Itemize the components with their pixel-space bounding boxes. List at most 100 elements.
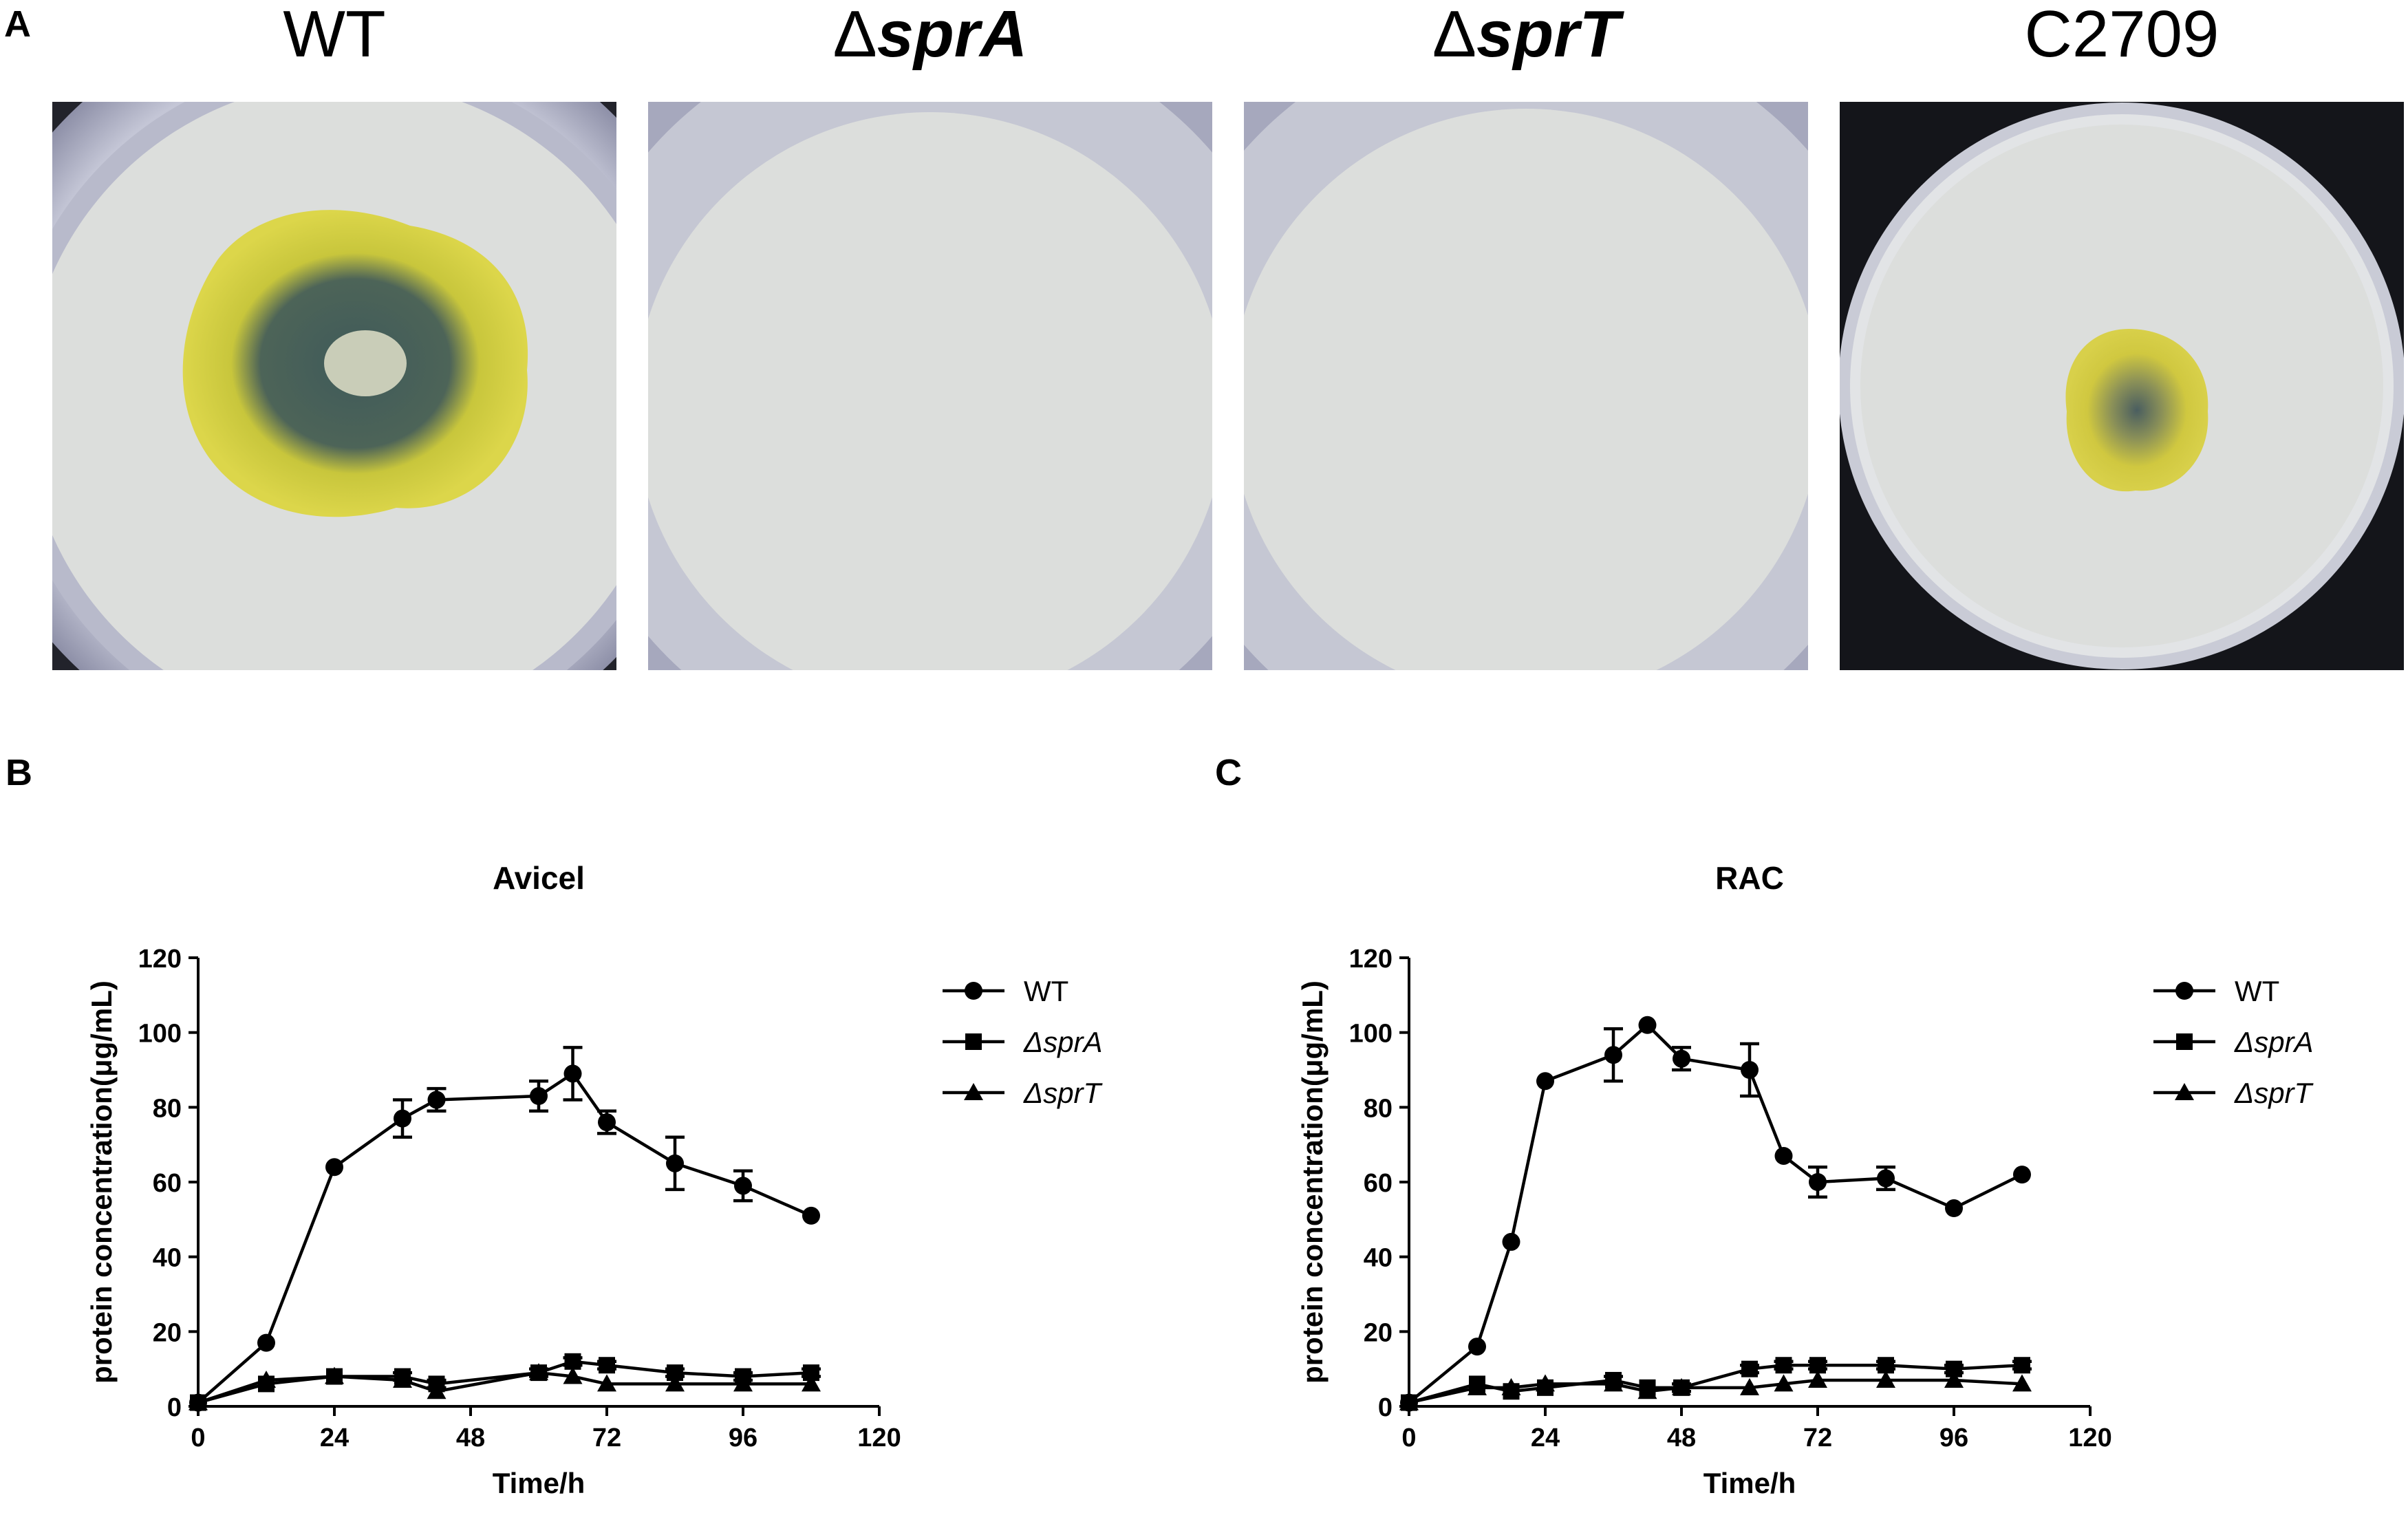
x-tick-label: 0 [191, 1424, 205, 1452]
legend: WT ΔsprA ΔsprT [943, 975, 1104, 1109]
data-point-wt [325, 1158, 343, 1177]
data-point-wt [1877, 1169, 1895, 1188]
data-point-sprt [597, 1374, 616, 1392]
x-axis-label: Time/h [1703, 1467, 1796, 1499]
data-point-wt [802, 1206, 820, 1225]
data-point-wt [530, 1087, 548, 1106]
legend-delta: Δ [1023, 1077, 1043, 1109]
legend-marker [964, 1083, 983, 1100]
data-point-sprt [325, 1366, 344, 1384]
y-tick-label: 0 [1378, 1393, 1393, 1422]
y-axis-label: protein concentration(μg/mL) [85, 980, 118, 1384]
series-sprt [1399, 1370, 2032, 1410]
delta-symbol: Δ [832, 0, 877, 71]
plate-wt [52, 102, 616, 670]
legend-text: sprA [2254, 1026, 2313, 1058]
data-point-spra [1775, 1357, 1792, 1374]
data-point-wt [563, 1064, 582, 1083]
series-line-spra [1408, 1363, 2023, 1404]
series-sprt [189, 1363, 821, 1410]
legend-label: WT [1024, 975, 1068, 1007]
y-tick-label: 40 [1364, 1244, 1393, 1273]
legend-text: sprT [2254, 1077, 2314, 1109]
y-tick-label: 60 [1364, 1169, 1393, 1198]
legend-label: ΔsprT [1023, 1077, 1104, 1109]
x-tick-label: 120 [2068, 1424, 2111, 1452]
data-point-sprt [802, 1374, 821, 1392]
series-line-wt [197, 1071, 812, 1404]
panel-letter-b: B [6, 752, 32, 793]
chart-rac: RAC 0 20 40 60 80 100 120 0 24 48 72 96 120 Time/h prot… [1238, 846, 2408, 1513]
plate-title-text: WT [283, 0, 386, 71]
legend-marker [2175, 982, 2193, 1000]
data-point-wt [2013, 1166, 2031, 1184]
y-axis-label: protein concentration(μg/mL) [1296, 980, 1329, 1384]
panel-letter-c: C [1215, 752, 1242, 793]
series-spra [1401, 1357, 2032, 1411]
data-point-wt [257, 1333, 275, 1352]
y-tick-label: 20 [1364, 1318, 1393, 1347]
data-point-sprt [2012, 1374, 2032, 1392]
y-tick-label: 120 [1349, 945, 1393, 974]
data-point-wt [1945, 1199, 1963, 1218]
data-point-spra [599, 1357, 615, 1374]
plate-sprt [1244, 102, 1808, 670]
data-point-sprt [1944, 1370, 1964, 1388]
legend-label: ΔsprT [2234, 1077, 2314, 1109]
legend-marker [2175, 1083, 2194, 1100]
data-point-wt [598, 1113, 616, 1132]
data-point-sprt [1501, 1377, 1521, 1395]
plate-title-text: C2709 [2024, 0, 2219, 71]
x-tick-label: 48 [1667, 1424, 1696, 1452]
chart-avicel-svg: Avicel 0 20 40 60 80 100 120 0 24 48 72 96 120 Time/h p… [85, 860, 1104, 1499]
y-tick-label: 100 [138, 1020, 182, 1049]
data-point-sprt [1740, 1377, 1759, 1395]
plate-c2709 [1840, 102, 2404, 670]
series-line-sprt [1408, 1378, 2023, 1404]
data-point-sprt [1672, 1377, 1691, 1395]
y-tick-label: 20 [153, 1318, 182, 1347]
data-point-sprt [1774, 1374, 1794, 1392]
legend-text: WT [2235, 975, 2279, 1007]
data-point-wt [1774, 1146, 1793, 1165]
x-tick-label: 96 [1939, 1424, 1968, 1452]
x-tick-label: 24 [1531, 1424, 1560, 1452]
legend-delta: Δ [2234, 1077, 2254, 1109]
y-tick-label: 120 [138, 945, 182, 974]
chart-avicel: Avicel 0 20 40 60 80 100 120 0 24 48 72 96 120 Time/h p… [28, 846, 1197, 1513]
legend-label: WT [2235, 975, 2279, 1007]
x-tick-label: 96 [729, 1424, 757, 1452]
data-point-wt [1638, 1016, 1657, 1034]
plate-title-gene: sprA [877, 0, 1028, 71]
x-tick-label: 72 [1803, 1424, 1832, 1452]
plate-spra [648, 102, 1212, 670]
data-point-wt [1741, 1061, 1759, 1079]
series-wt [1400, 1016, 2031, 1412]
y-tick-label: 100 [1349, 1020, 1393, 1049]
x-tick-label: 72 [592, 1424, 621, 1452]
data-point-sprt [1536, 1374, 1555, 1392]
legend-text: WT [1024, 975, 1068, 1007]
legend-delta: Δ [2234, 1026, 2254, 1058]
data-point-sprt [1468, 1377, 1487, 1395]
plate-title-c2709: C2709 [1840, 0, 2404, 71]
series-spra [190, 1353, 821, 1411]
y-tick-label: 80 [153, 1094, 182, 1123]
data-point-wt [1468, 1338, 1486, 1356]
data-point-sprt [1876, 1370, 1895, 1388]
data-point-sprt [1399, 1393, 1419, 1410]
series-line-spra [197, 1360, 812, 1404]
legend-marker [965, 1033, 982, 1050]
data-point-sprt [257, 1370, 276, 1388]
data-point-wt [1604, 1046, 1622, 1064]
panel-letter-a: A [4, 3, 31, 45]
data-point-spra [2014, 1357, 2030, 1374]
legend-text: sprA [1043, 1026, 1102, 1058]
legend-marker [2176, 1033, 2193, 1050]
legend-label: ΔsprA [2234, 1026, 2314, 1058]
legend-marker [965, 982, 982, 1000]
data-point-sprt [529, 1363, 548, 1381]
